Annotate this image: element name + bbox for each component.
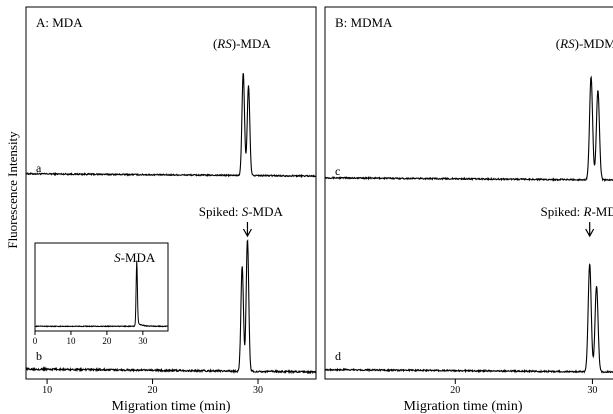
panel-a-traces: a (RS)-MDA b Spiked: S-MDA <box>25 36 317 375</box>
inset-x-tick-label-20: 20 <box>102 336 112 346</box>
trace-b <box>25 239 317 375</box>
inset-frame <box>34 242 169 332</box>
peak-annotation-inset: S-MDA <box>114 250 156 265</box>
inset-x-tick-label-10: 10 <box>66 336 76 346</box>
panel-b-x-ticks: 20 30 <box>450 379 597 396</box>
x-tick-label-10: 10 <box>42 385 52 396</box>
inset-x-ticks: 0 10 20 30 <box>33 331 148 346</box>
peak-annotation-b: Spiked: S-MDA <box>199 204 284 219</box>
peak-annotation-c: (RS)-MDMA <box>556 36 613 51</box>
panel-b-frame <box>324 6 613 380</box>
panel-a-frame <box>25 6 317 380</box>
spike-arrow-b <box>242 222 252 238</box>
trace-label-a: a <box>36 161 42 175</box>
y-axis-label: Fluorescence Intensity <box>5 131 20 249</box>
panel-b-title: B: MDMA <box>335 15 393 30</box>
panel-a-title: A: MDA <box>36 15 83 30</box>
inset-traces: S-MDA <box>34 250 169 328</box>
spike-arrow-d <box>585 222 595 238</box>
x-tick-label-20: 20 <box>450 385 460 396</box>
x-tick-label-20: 20 <box>148 385 158 396</box>
panel-b-traces: c (RS)-MDMA d Spiked: R-MDMA <box>324 36 613 374</box>
x-tick-label-30: 30 <box>587 385 597 396</box>
trace-a <box>25 73 317 179</box>
inset-trace <box>34 260 169 328</box>
trace-d <box>324 263 613 374</box>
panel-a: A: MDA a (RS)-MDA b Spiked: S-MDA 10 20 30 Mi… <box>25 6 317 414</box>
peak-annotation-d: Spiked: R-MDMA <box>541 204 613 219</box>
inset-x-tick-label-0: 0 <box>33 336 38 346</box>
trace-label-c: c <box>335 164 340 178</box>
panel-a-x-ticks: 10 20 30 <box>42 379 263 396</box>
panel-b-x-axis-label: Migration time (min) <box>404 399 523 414</box>
x-tick-label-30: 30 <box>253 385 263 396</box>
inset-x-tick-label-30: 30 <box>138 336 148 346</box>
trace-label-b: b <box>36 349 42 363</box>
trace-c <box>324 75 613 183</box>
peak-annotation-a: (RS)-MDA <box>213 36 271 51</box>
trace-label-d: d <box>335 349 341 363</box>
panel-a-x-axis-label: Migration time (min) <box>112 399 231 414</box>
inset-chart: S-MDA 0 10 20 30 <box>33 242 169 346</box>
